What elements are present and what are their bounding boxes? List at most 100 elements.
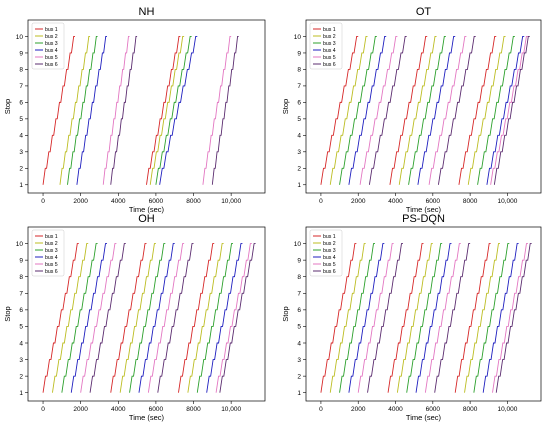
legend-label: bus 3 [323, 248, 336, 254]
y-axis-label: Stop [3, 99, 12, 114]
y-tick-label: 8 [19, 274, 23, 281]
trajectory-bus-4-trip-1 [348, 243, 385, 393]
legend-label: bus 3 [45, 41, 58, 47]
x-tick-label: 4000 [111, 198, 126, 205]
y-axis-label: Stop [3, 306, 12, 321]
y-tick-label: 6 [297, 100, 301, 107]
x-tick-label: 6000 [426, 406, 441, 413]
trajectory-bus-3-trip-1 [339, 36, 377, 185]
series-group [320, 243, 532, 393]
y-tick-label: 9 [297, 50, 301, 57]
y-tick-label: 6 [19, 307, 23, 314]
trajectory-bus-5-trip-3 [492, 243, 528, 393]
legend-label: bus 2 [45, 34, 58, 40]
trajectory-bus-1-trip-2 [389, 36, 428, 185]
trajectory-bus-5-trip-1 [80, 243, 117, 393]
trajectory-bus-4-trip-3 [486, 36, 525, 185]
y-tick-label: 10 [294, 34, 302, 41]
trajectory-bus-6-trip-2 [434, 243, 471, 393]
trajectory-bus-1-trip-2 [110, 243, 147, 393]
y-tick-label: 2 [19, 373, 23, 380]
trajectory-bus-6-trip-1 [367, 243, 403, 393]
trajectory-bus-2-trip-1 [59, 36, 91, 185]
x-tick-label: 0 [41, 406, 45, 413]
y-tick-label: 1 [297, 390, 301, 397]
y-tick-label: 4 [19, 133, 23, 140]
y-tick-label: 10 [16, 241, 24, 248]
x-tick-label: 8000 [463, 406, 478, 413]
x-tick-label: 0 [319, 198, 323, 205]
trajectory-bus-2-trip-1 [52, 243, 89, 393]
legend-label: bus 5 [45, 262, 58, 268]
x-tick-label: 8000 [463, 198, 478, 205]
legend-label: bus 4 [323, 255, 336, 261]
legend-label: bus 6 [45, 269, 58, 275]
trajectory-bus-6-trip-1 [89, 243, 126, 393]
trajectory-bus-1-trip-3 [454, 243, 491, 393]
y-tick-label: 4 [19, 340, 23, 347]
trajectory-bus-4-trip-3 [482, 243, 519, 393]
y-tick-label: 6 [297, 307, 301, 314]
x-axis-label: Time (sec) [129, 205, 165, 214]
trajectory-bus-3-trip-2 [406, 243, 443, 393]
legend-label: bus 6 [323, 62, 336, 68]
trajectory-bus-6-trip-3 [219, 243, 256, 393]
trajectory-bus-1-trip-3 [458, 36, 497, 185]
y-tick-label: 8 [297, 274, 301, 281]
x-axis-label: Time (sec) [406, 205, 442, 214]
trajectory-bus-6-trip-2 [157, 243, 194, 393]
x-tick-label: 2000 [351, 198, 366, 205]
trajectory-bus-1-trip-1 [320, 36, 359, 185]
y-tick-label: 5 [19, 116, 23, 123]
trajectory-bus-2-trip-3 [464, 243, 500, 393]
trajectory-bus-2-trip-3 [187, 243, 224, 393]
x-tick-label: 4000 [388, 406, 403, 413]
x-tick-label: 2000 [73, 406, 88, 413]
y-tick-label: 2 [297, 373, 301, 380]
y-tick-label: 3 [297, 357, 301, 364]
trajectory-bus-6-trip-2 [437, 36, 476, 185]
y-tick-label: 8 [297, 67, 301, 74]
y-tick-label: 7 [297, 291, 301, 298]
y-tick-label: 3 [297, 149, 301, 156]
legend-label: bus 3 [323, 41, 336, 47]
legend-label: bus 3 [45, 248, 58, 254]
legend-label: bus 2 [323, 34, 336, 40]
x-tick-label: 10,000 [497, 198, 517, 205]
trajectory-bus-1-trip-1 [42, 36, 76, 185]
chart-panel-1: OT 0 2000 4000 6000 8000 10,000 1 2 3 4 5 6 7 8 9 10 Time… [281, 6, 542, 214]
series-group [42, 243, 256, 393]
trajectory-bus-2-trip-2 [119, 243, 156, 393]
trajectory-bus-5-trip-3 [490, 36, 528, 185]
y-tick-label: 8 [19, 67, 23, 74]
trajectory-bus-6-trip-3 [495, 243, 532, 393]
trajectory-bus-2-trip-3 [467, 36, 506, 185]
trajectory-bus-6-trip-3 [493, 36, 530, 185]
y-tick-label: 5 [297, 116, 301, 123]
trajectory-bus-4-trip-2 [159, 36, 198, 185]
y-tick-label: 9 [297, 257, 301, 264]
y-tick-label: 2 [297, 166, 301, 173]
trajectory-bus-3-trip-1 [61, 243, 98, 393]
trajectory-bus-1-trip-1 [42, 243, 79, 393]
trajectory-bus-5-trip-1 [357, 243, 394, 393]
y-tick-label: 10 [294, 241, 302, 248]
chart-title: PS-DQN [402, 213, 445, 225]
trajectory-bus-5-trip-2 [147, 243, 185, 393]
y-tick-label: 7 [19, 291, 23, 298]
trajectory-bus-2-trip-2 [398, 36, 437, 185]
trajectory-bus-5-trip-2 [424, 243, 461, 393]
legend-label: bus 1 [45, 234, 58, 240]
trajectory-bus-1-trip-3 [178, 243, 215, 393]
x-tick-label: 10,000 [221, 406, 241, 413]
x-tick-label: 8000 [186, 406, 201, 413]
x-tick-label: 6000 [149, 198, 164, 205]
y-tick-label: 7 [19, 83, 23, 90]
x-tick-label: 2000 [351, 406, 366, 413]
y-tick-label: 5 [19, 324, 23, 331]
trajectory-bus-1-trip-2 [146, 36, 181, 185]
chart-panel-3: PS-DQN 0 2000 4000 6000 8000 10,000 1 2 3 4 5 6 7 8 9 10… [281, 213, 542, 422]
legend-label: bus 1 [45, 27, 58, 33]
legend-label: bus 6 [45, 62, 58, 68]
y-tick-label: 1 [19, 182, 23, 189]
